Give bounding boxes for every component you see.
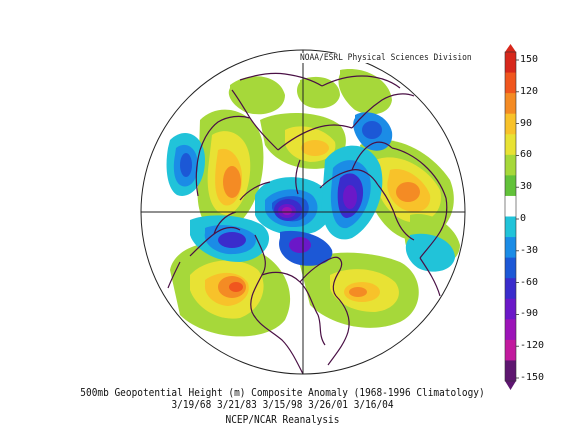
colorbar-swatch bbox=[505, 52, 516, 74]
colorbar-swatch bbox=[505, 175, 516, 197]
anomaly-field bbox=[141, 50, 465, 374]
colorbar-tick-label: 150 bbox=[520, 54, 539, 65]
colorbar-tick-label: 30 bbox=[520, 181, 533, 193]
colorbar-swatch bbox=[505, 339, 516, 361]
colorbar-tick-label: 120 bbox=[520, 85, 539, 97]
colorbar-swatch bbox=[505, 72, 516, 94]
colorbar-tick-label: -60 bbox=[520, 276, 539, 288]
siberia-positive-anomaly bbox=[197, 69, 392, 233]
atlantic-positive-anomaly bbox=[300, 252, 419, 328]
colorbar-swatch bbox=[505, 298, 516, 320]
colorbar-swatch bbox=[505, 113, 516, 135]
colorbar-swatch bbox=[505, 195, 516, 217]
colorbar-tick-label: 60 bbox=[520, 149, 533, 161]
graticule bbox=[141, 50, 465, 374]
coastlines bbox=[167, 72, 448, 374]
polar-negative-anomaly bbox=[190, 177, 333, 266]
globe-outline bbox=[140, 49, 466, 375]
colorbar-swatch bbox=[505, 93, 516, 115]
colorbar-swatch bbox=[505, 319, 516, 341]
colorbar-swatch bbox=[505, 360, 516, 382]
pacific-positive-anomaly bbox=[170, 242, 291, 337]
colorbar-swatch bbox=[505, 257, 516, 279]
colorbar-swatch bbox=[505, 216, 516, 238]
caption-title: 500mb Geopotential Height (m) Composite … bbox=[80, 386, 485, 399]
colorbar-tick-label: -30 bbox=[520, 244, 539, 256]
colorbar-tick-label: 90 bbox=[520, 117, 533, 129]
colorbar-swatch bbox=[505, 134, 516, 156]
colorbar-border bbox=[504, 51, 517, 382]
pacific-negative-anomaly bbox=[166, 132, 205, 196]
colorbar-swatch bbox=[505, 154, 516, 176]
colorbar-max-arrow bbox=[505, 44, 516, 52]
caption-dates: 3/19/68 3/21/83 3/15/98 3/26/01 3/16/04 bbox=[171, 398, 394, 411]
colorbar bbox=[504, 44, 519, 390]
colorbar-tick-label: -120 bbox=[520, 340, 545, 352]
credit-label: NOAA/ESRL Physical Sciences Division bbox=[300, 53, 472, 63]
asia-negative-anomaly bbox=[405, 233, 455, 272]
colorbar-swatch bbox=[505, 237, 516, 259]
colorbar-tick-label: 0 bbox=[520, 213, 527, 224]
europe-negative-anomaly bbox=[321, 112, 393, 240]
colorbar-tick-label: -150 bbox=[520, 372, 545, 383]
colorbar-tick-label: -90 bbox=[520, 308, 539, 320]
colorbar-swatch bbox=[505, 278, 516, 300]
caption-source: NCEP/NCAR Reanalysis bbox=[225, 413, 340, 426]
colorbar-min-arrow bbox=[505, 381, 516, 390]
